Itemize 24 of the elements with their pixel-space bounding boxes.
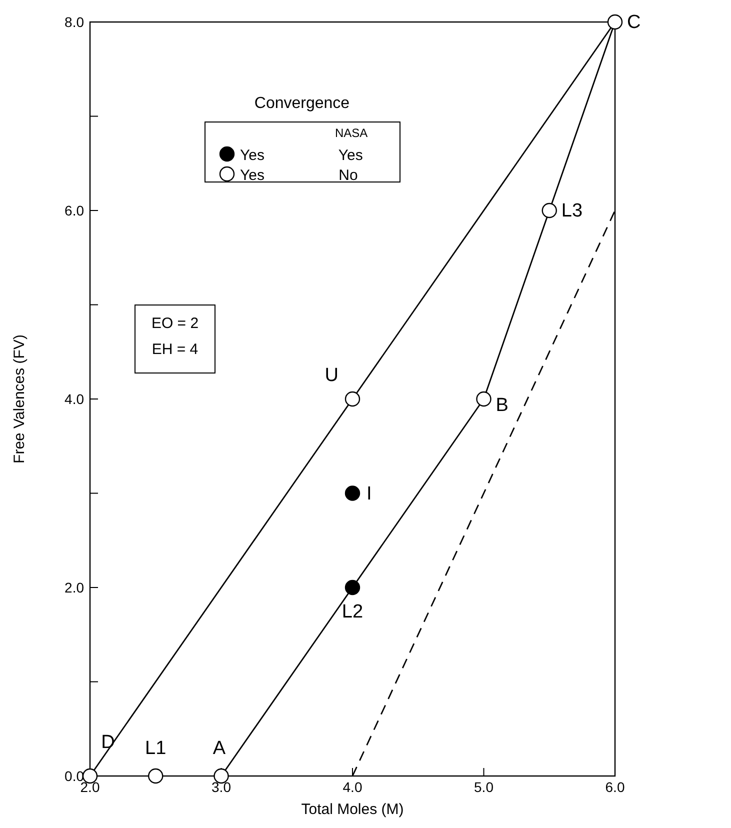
annotation: L3 bbox=[561, 200, 583, 222]
x-tick-label: 6.0 bbox=[605, 779, 625, 795]
legend-label: Yes No bbox=[240, 167, 358, 184]
annotation: C bbox=[627, 12, 641, 33]
annotation: EH = 4 bbox=[152, 341, 198, 358]
annotation: B bbox=[496, 395, 508, 416]
annotation: NASA bbox=[335, 126, 368, 140]
annotation: L2 bbox=[342, 602, 364, 622]
x-axis-title: Total Moles (M) bbox=[301, 801, 404, 818]
x-tick-label: 5.0 bbox=[474, 779, 494, 795]
x-tick-label: 4.0 bbox=[342, 779, 362, 795]
annotation: L1 bbox=[145, 738, 166, 759]
annotation: EO = 2 bbox=[151, 315, 199, 332]
annotation: I bbox=[366, 483, 372, 504]
annotation: U bbox=[324, 365, 338, 386]
y-tick-label: 2.0 bbox=[64, 580, 84, 596]
y-tick-label: 4.0 bbox=[64, 391, 84, 407]
y-axis-title: Free Valences (FV) bbox=[11, 334, 28, 464]
x-tick-label: 3.0 bbox=[212, 779, 232, 795]
legend-label: Yes Yes bbox=[240, 147, 363, 164]
y-tick-label: 6.0 bbox=[64, 202, 84, 218]
legend-title: Convergence bbox=[254, 95, 350, 112]
y-tick-label: 8.0 bbox=[64, 14, 84, 30]
annotation: A bbox=[212, 738, 226, 759]
